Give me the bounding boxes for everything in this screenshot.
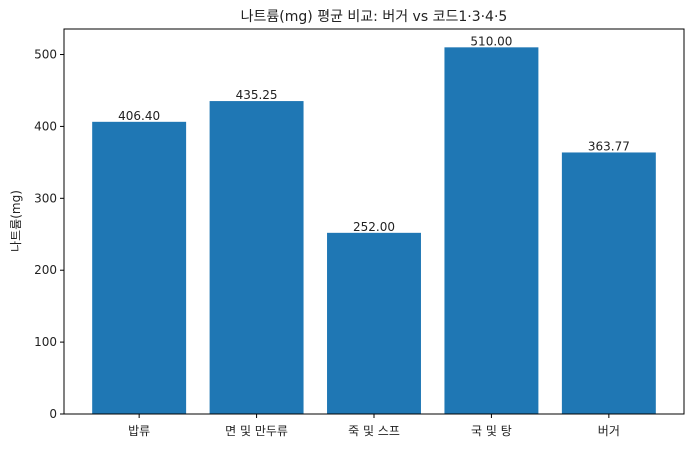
bar <box>327 232 421 414</box>
y-tick-label: 500 <box>34 48 57 62</box>
x-tick-label: 밥류 <box>128 424 150 438</box>
x-tick-label: 죽 및 스프 <box>348 424 400 438</box>
y-tick-label: 0 <box>49 407 57 421</box>
x-tick-label: 버거 <box>598 424 620 438</box>
y-tick-label: 200 <box>34 263 57 277</box>
chart-title: 나트륨(mg) 평균 비교: 버거 vs 코드1·3·4·5 <box>241 9 508 25</box>
data-label: 363.77 <box>588 139 630 153</box>
y-tick-label: 300 <box>34 191 57 205</box>
y-axis-label: 나트륨(mg) <box>9 190 23 252</box>
x-tick-label: 국 및 탕 <box>471 424 512 438</box>
x-tick-label: 면 및 만두류 <box>225 424 288 438</box>
data-label: 435.25 <box>236 88 278 102</box>
bar <box>92 121 187 415</box>
data-label: 510.00 <box>470 34 512 48</box>
bar <box>209 101 304 414</box>
data-label: 406.40 <box>118 109 160 123</box>
bar <box>561 152 656 415</box>
y-tick-label: 400 <box>34 119 57 133</box>
plot-frame <box>63 28 685 415</box>
bar <box>444 47 539 414</box>
data-label: 252.00 <box>353 220 395 234</box>
y-tick-label: 100 <box>34 335 57 349</box>
